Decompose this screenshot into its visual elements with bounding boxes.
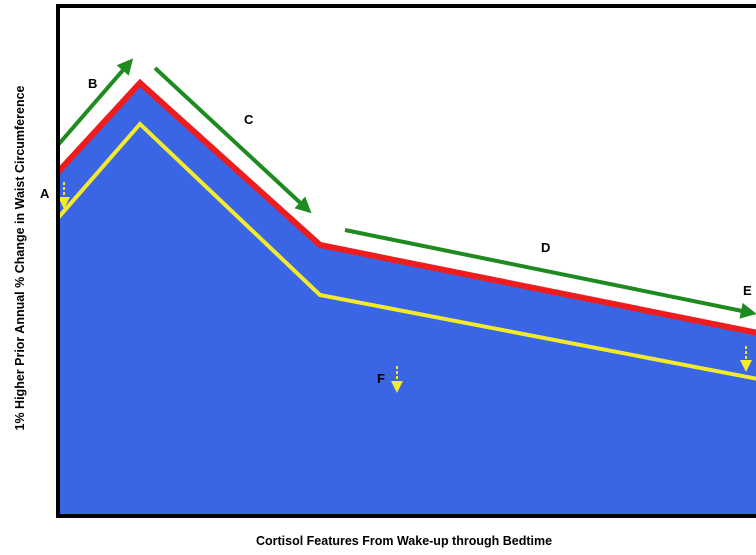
label-b: B — [88, 76, 97, 91]
label-f: F — [377, 371, 385, 386]
arrow-b-rise — [56, 58, 134, 147]
plot-frame — [56, 4, 756, 518]
label-c: C — [244, 112, 254, 127]
arrow-d-slope — [344, 228, 756, 319]
x-axis-label: Cortisol Features From Wake-up through B… — [256, 534, 552, 548]
label-e: E — [743, 283, 752, 298]
red-upper-profile-line — [55, 78, 756, 336]
label-d: D — [541, 240, 550, 255]
yellow-lower-profile-line — [56, 121, 756, 381]
blue-area — [58, 82, 756, 516]
y-axis-label: 1% Higher Prior Annual % Change in Waist… — [13, 85, 27, 430]
arrow-c-decline — [153, 66, 312, 214]
label-a: A — [40, 186, 50, 201]
